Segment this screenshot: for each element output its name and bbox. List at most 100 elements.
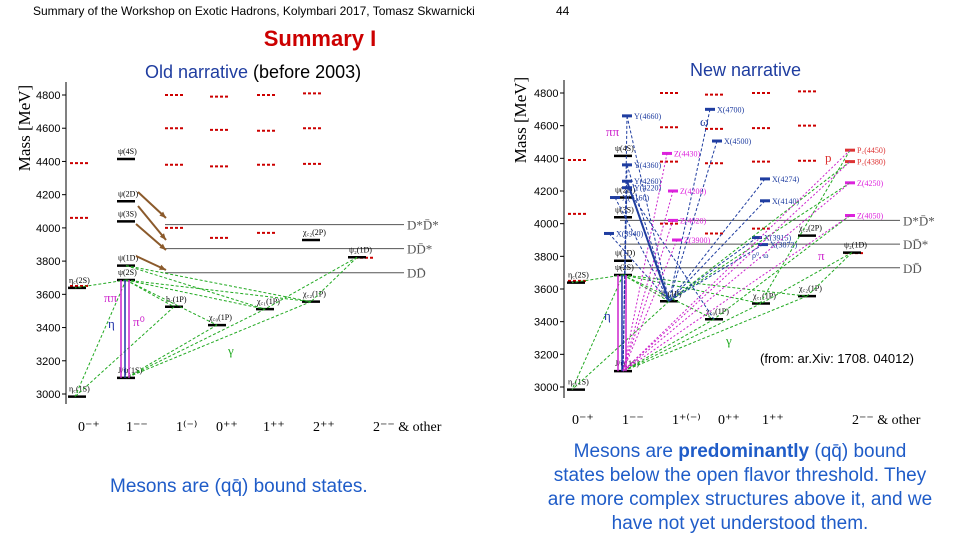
left-transition: [125, 279, 175, 308]
right-y-tick-label: 3800: [534, 251, 558, 263]
left-state-label: χ꜀₁(1P): [256, 297, 280, 306]
left-transition: [74, 279, 127, 289]
right-transition: [668, 244, 764, 302]
old-narrative-heading-prefix: Old narrative: [145, 62, 249, 82]
right-y-tick-label: 4800: [534, 88, 558, 100]
right-exotic-label: P꜀(4380): [857, 158, 886, 167]
left-state-label: J/ψ(1S): [118, 366, 142, 375]
right-transition: [622, 274, 808, 297]
left-transition: [125, 301, 312, 379]
right-exotic-label: X(3872): [770, 241, 797, 250]
right-jpc-label: 0⁺⁺: [718, 413, 740, 428]
right-transition: [622, 153, 668, 372]
right-exotic-label: Z(4200): [680, 187, 707, 196]
left-y-tick-label: 4400: [36, 156, 60, 168]
left-transition: [125, 265, 266, 310]
right-exotic-label: Y(4660): [634, 112, 661, 121]
right-exotic-label: Y(4220): [634, 184, 661, 193]
right-jpc-label: 0⁻⁺: [572, 413, 594, 428]
right-transition: [622, 115, 628, 372]
left-transition: [125, 324, 218, 379]
left-state-label: ψ(2D): [118, 189, 138, 198]
right-eta-label: η: [604, 308, 611, 323]
right-transition: [668, 178, 766, 302]
right-y-tick-label: 4600: [534, 121, 558, 133]
right-state-label: ψ₂(1D): [844, 241, 867, 250]
right-transition: [626, 164, 670, 302]
left-y-tick-label: 4800: [36, 90, 60, 102]
left-state-label: ψ(1D): [118, 254, 138, 263]
right-y-tick-label: 4400: [534, 153, 558, 165]
right-p-label: p: [825, 150, 832, 165]
right-transition: [622, 215, 851, 372]
left-pi0-label: π⁰: [133, 314, 145, 329]
right-transition: [668, 161, 851, 302]
left-jpc-label: 2⁺⁺: [313, 420, 335, 435]
right-exotic-label: P꜀(4450): [857, 146, 886, 155]
right-transition: [668, 109, 711, 302]
right-exotic-label: X(3940): [616, 229, 643, 238]
left-threshold-label: DD̄: [407, 266, 426, 281]
right-exotic-label: Z(4050): [857, 212, 884, 221]
left-jpc-label: 1⁽⁻⁾: [176, 420, 197, 435]
right-y-axis-label: Mass [MeV]: [511, 77, 530, 163]
right-transition: [668, 182, 851, 302]
right-exotic-label: X(4700): [717, 105, 744, 114]
right-transition: [760, 252, 853, 304]
right-transition: [626, 187, 715, 320]
old-narrative-heading-suffix: (before 2003): [248, 62, 362, 82]
right-transition: [626, 115, 670, 302]
right-state-label: ψ(3S): [615, 205, 634, 214]
right-omega-label: ω: [700, 114, 709, 129]
left-arrow-3s: [135, 223, 167, 251]
new-narrative-heading: New narrative: [690, 60, 802, 80]
right-exotic-label: X(3915): [764, 234, 791, 243]
left-transition: [125, 265, 312, 303]
right-y-tick-label: 3400: [534, 317, 558, 329]
right-y-tick-label: 4000: [534, 219, 558, 231]
right-pi-label: π: [818, 248, 825, 263]
right-exotic-label: Z(4430): [674, 149, 701, 158]
right-caption-line2: states below the open flavor threshold. …: [553, 465, 927, 486]
right-transition: [622, 190, 674, 372]
left-arrow-2d-head: [159, 233, 166, 240]
right-transition: [622, 182, 851, 372]
right-exotic-label: X(4500): [724, 137, 751, 146]
left-arrow-2d: [137, 205, 167, 241]
left-caption: Mesons are (qq̄) bound states.: [110, 476, 368, 497]
left-threshold-label: D*D̄*: [407, 218, 439, 233]
left-transition: [310, 256, 358, 303]
right-state-label: χ꜀₂(1P): [798, 284, 822, 293]
left-y-tick-label: 3600: [36, 289, 60, 301]
right-transition: [622, 149, 851, 372]
right-transition: [614, 197, 670, 302]
left-transition: [125, 279, 218, 326]
right-transition: [622, 274, 762, 305]
left-transition: [264, 256, 358, 310]
left-eta-label: η: [108, 316, 115, 331]
left-y-axis-label: Mass [MeV]: [15, 85, 34, 171]
right-y-tick-label: 3000: [534, 382, 558, 394]
right-transition: [608, 233, 670, 302]
right-exotic-label: Z(4250): [857, 179, 884, 188]
right-gamma-label: γ: [725, 333, 732, 348]
right-pipi-label: ππ: [606, 124, 620, 139]
left-y-tick-label: 3200: [36, 356, 60, 368]
right-jpc-label: 1⁺⁺: [762, 413, 784, 428]
left-y-tick-label: 3400: [36, 323, 60, 335]
left-transition: [125, 279, 312, 303]
left-state-label: η꜀(2S): [69, 276, 90, 285]
right-state-label: η꜀(2S): [568, 271, 589, 280]
right-transition: [622, 220, 674, 372]
right-transition: [806, 252, 853, 297]
right-transition: [622, 303, 762, 372]
left-state-label: η꜀(1S): [69, 385, 90, 394]
left-transition: [125, 308, 266, 379]
left-jpc-label: 1⁺⁺: [263, 420, 285, 435]
right-caption-line3: are more complex structures above it, an…: [547, 489, 933, 510]
right-state-label: J/ψ(1S): [615, 359, 639, 368]
left-state-label: χ꜀₂(1P): [302, 290, 326, 299]
right-state-label: χ꜀₂(2P): [798, 224, 822, 233]
right-transition: [668, 140, 718, 302]
right-caption-line4: have not yet understood them.: [611, 513, 869, 534]
